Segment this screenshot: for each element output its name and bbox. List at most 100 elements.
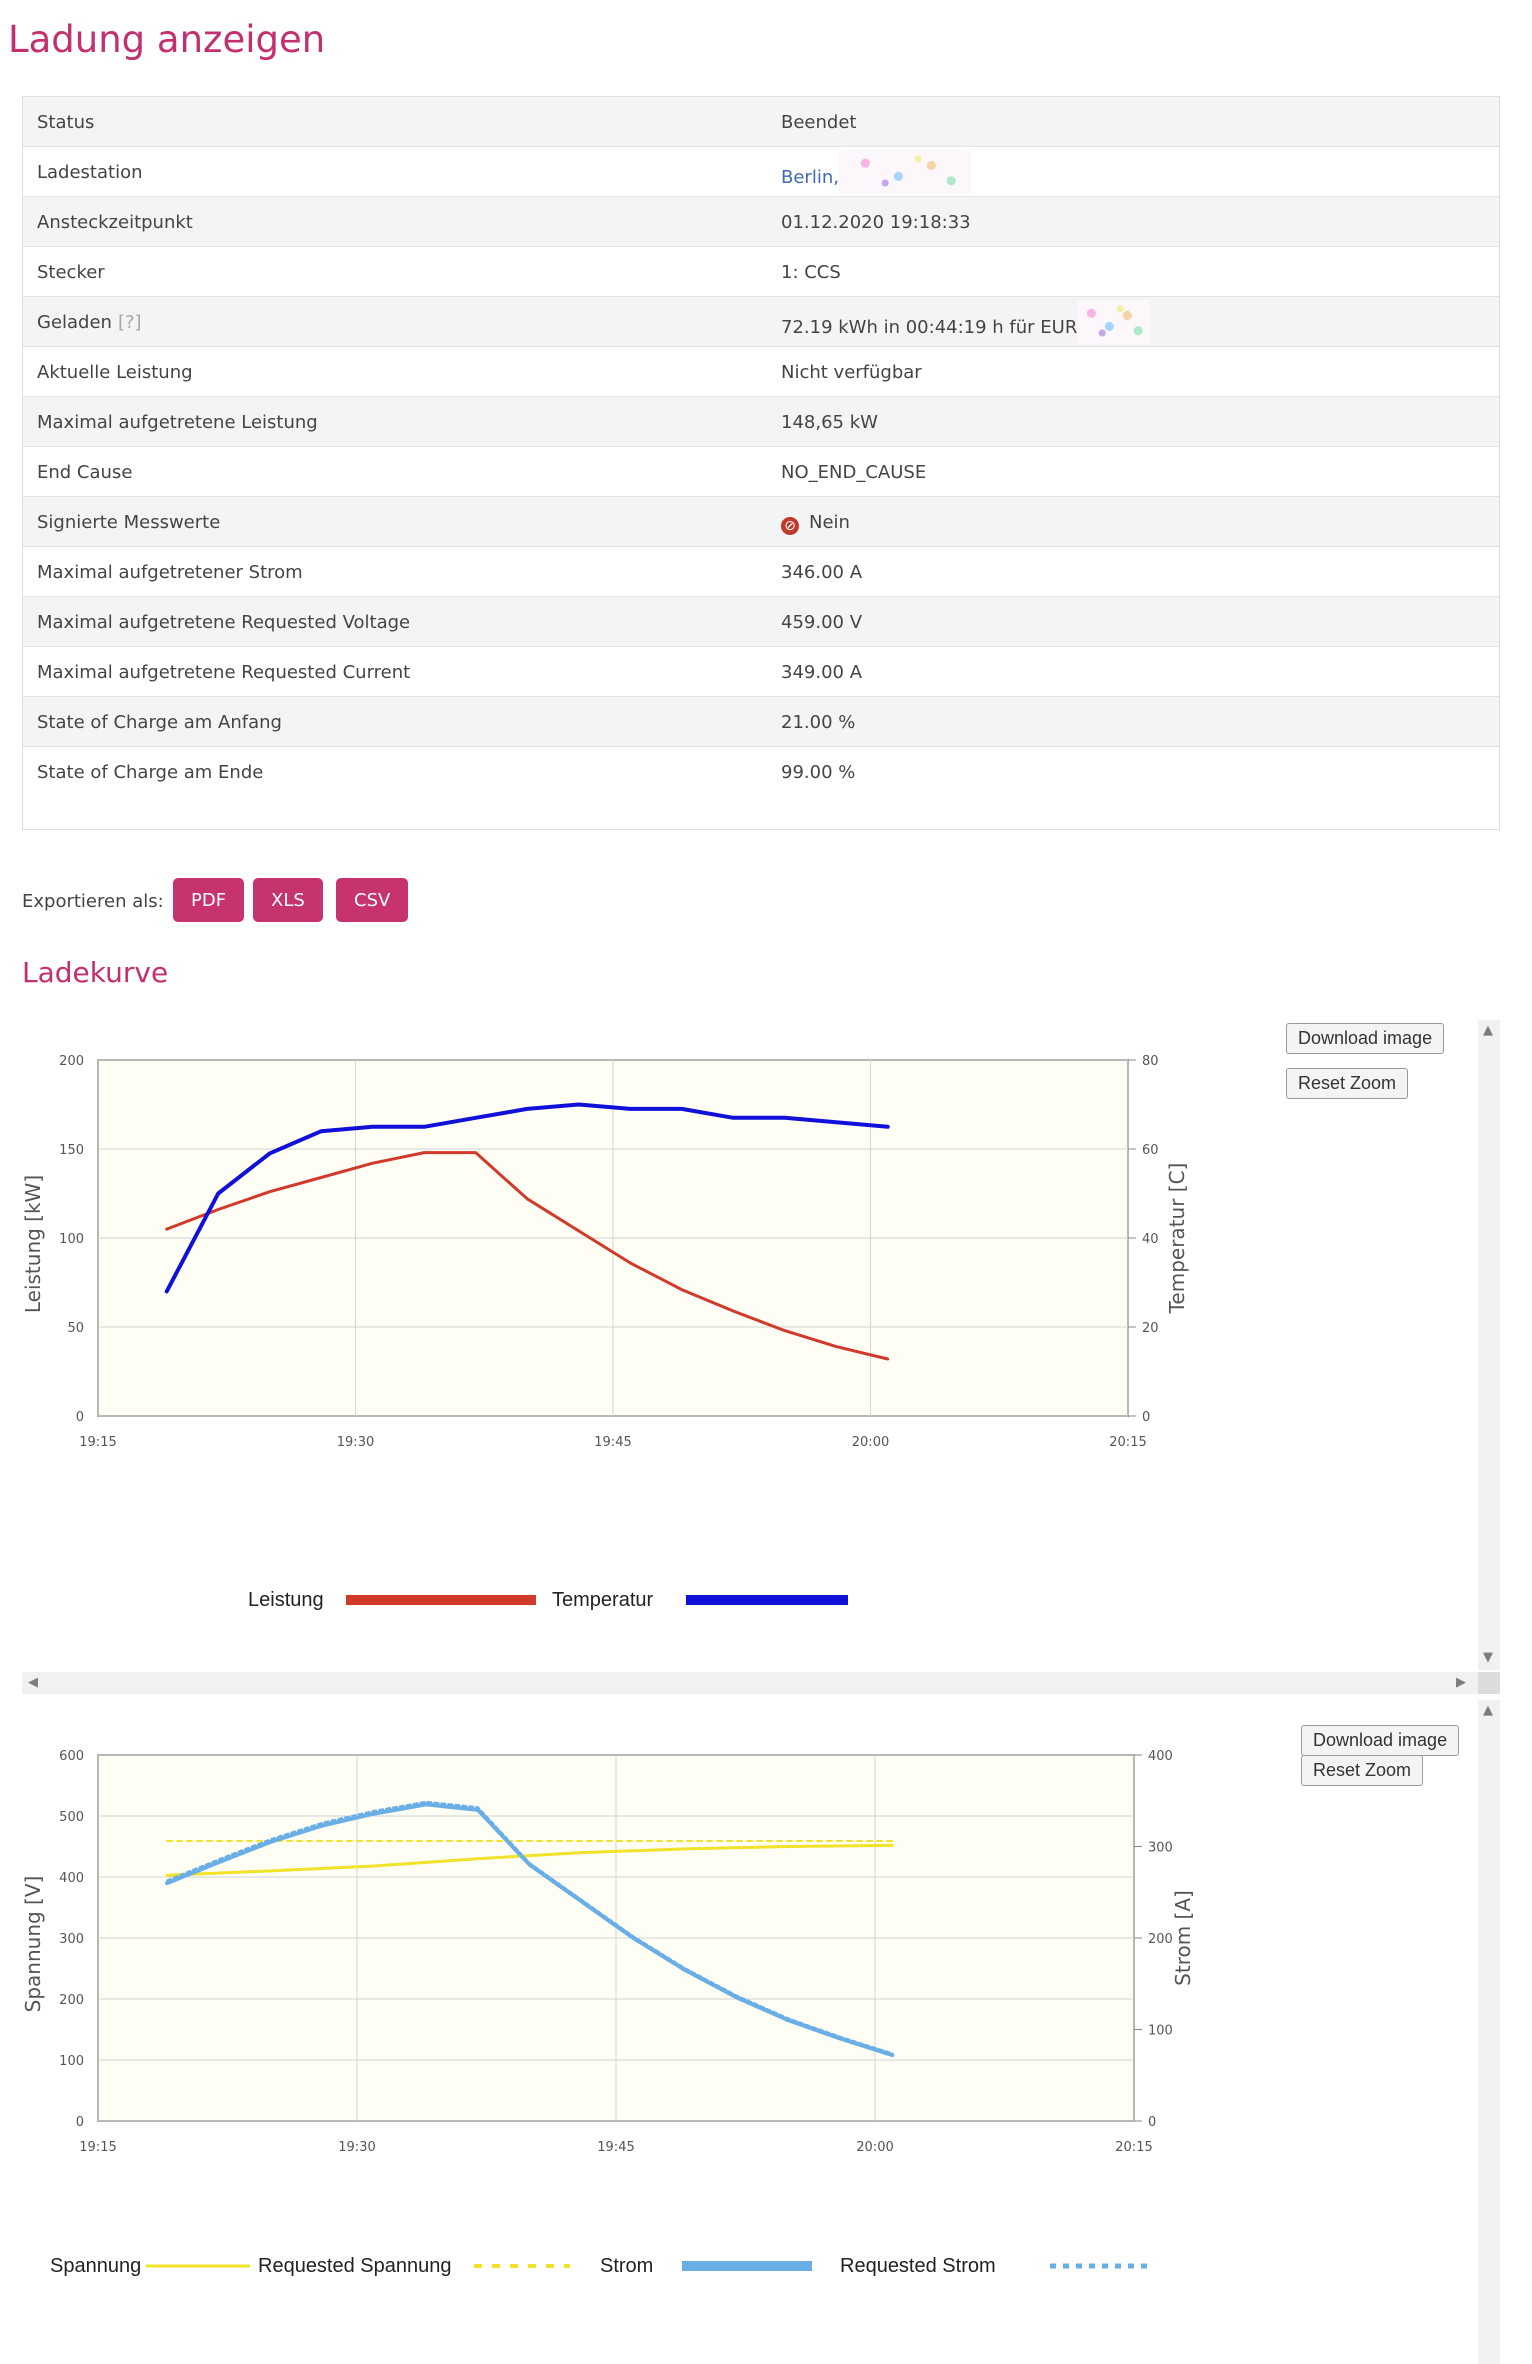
table-row: End Cause NO_END_CAUSE	[23, 447, 1499, 497]
scrollbar-corner	[1478, 1672, 1500, 1694]
vertical-scrollbar[interactable]: ▲ ▼	[1478, 1020, 1500, 1670]
legend-label: Requested Strom	[840, 2255, 996, 2277]
row-value: 346.00 A	[781, 562, 863, 583]
row-label: Maximal aufgetretene Leistung	[37, 412, 318, 433]
table-row: Maximal aufgetretener Strom 346.00 A	[23, 547, 1499, 597]
help-link[interactable]: [?]	[117, 312, 142, 333]
y-tick-label: 300	[59, 1932, 84, 1947]
row-label: Ansteckzeitpunkt	[37, 212, 193, 233]
x-tick-label: 19:30	[337, 1435, 374, 1450]
y-tick-label: 100	[59, 1232, 84, 1247]
series-line-spannung	[165, 1843, 894, 1877]
row-value: 1: CCS	[781, 262, 841, 283]
table-row: Status Beendet	[23, 97, 1499, 147]
y2-tick-label: 100	[1148, 2024, 1173, 2039]
legend-label: Requested Spannung	[258, 2255, 452, 2277]
row-label: Status	[37, 112, 95, 133]
y2-tick-label: 300	[1148, 1841, 1173, 1856]
x-tick-label: 20:15	[1109, 1435, 1146, 1450]
voltage-current-chart[interactable]: 19:15 19:30 19:45 20:00 20:15 0 100 200 300 400 50…	[22, 1700, 1482, 2364]
y-axis-label: Spannung [V]	[22, 1876, 45, 2013]
row-value: Beendet	[781, 112, 857, 133]
download-image-button[interactable]: Download image	[1286, 1023, 1445, 1054]
row-label: Aktuelle Leistung	[37, 362, 193, 383]
prohibited-icon: ⊘	[781, 517, 799, 535]
charged-value: 72.19 kWh in 00:44:19 h für EUR	[781, 300, 1150, 344]
scroll-right-arrow-icon[interactable]: ▶	[1456, 1675, 1466, 1690]
row-label: State of Charge am Ende	[37, 762, 264, 783]
table-row: Maximal aufgetretene Requested Current 3…	[23, 647, 1499, 697]
export-xls-button[interactable]: XLS	[253, 878, 323, 922]
horizontal-scrollbar[interactable]: ◀ ▶	[22, 1672, 1478, 1694]
y2-axis-label: Temperatur [C]	[1165, 1163, 1189, 1315]
table-row: Maximal aufgetretene Requested Voltage 4…	[23, 597, 1499, 647]
row-label: Geladen	[37, 312, 112, 333]
station-link[interactable]: Berlin,	[781, 167, 839, 188]
row-label-geladen: Geladen [?]	[37, 312, 142, 333]
row-value: 21.00 %	[781, 712, 856, 733]
charge-details-table: Status Beendet Ladestation Berlin, Anste…	[22, 96, 1500, 830]
scroll-down-arrow-icon[interactable]: ▼	[1483, 1650, 1493, 1665]
vertical-scrollbar[interactable]: ▲	[1478, 1700, 1500, 2364]
row-value: Nicht verfügbar	[781, 362, 922, 383]
page-title: Ladung anzeigen	[8, 18, 326, 61]
y-tick-label: 600	[59, 1749, 84, 1764]
y2-tick-label: 80	[1142, 1054, 1159, 1069]
x-tick-label: 19:45	[597, 2140, 634, 2155]
x-tick-label: 19:15	[79, 2140, 116, 2155]
row-value: 01.12.2020 19:18:33	[781, 212, 971, 233]
y2-axis-label: Strom [A]	[1171, 1890, 1195, 1986]
reset-zoom-button[interactable]: Reset Zoom	[1301, 1755, 1424, 1786]
y-axis-label: Leistung [kW]	[22, 1175, 45, 1313]
y-tick-label: 150	[59, 1143, 84, 1158]
x-tick-label: 20:15	[1115, 2140, 1152, 2155]
y-tick-label: 50	[67, 1321, 84, 1336]
row-label: Stecker	[37, 262, 105, 283]
y-tick-label: 200	[59, 1054, 84, 1069]
series-line-strom	[165, 1802, 895, 2058]
y2-tick-label: 0	[1148, 2115, 1156, 2130]
y-tick-label: 0	[76, 2115, 84, 2130]
row-value: NO_END_CAUSE	[781, 462, 927, 483]
row-label: End Cause	[37, 462, 133, 483]
scroll-up-arrow-icon[interactable]: ▲	[1483, 1703, 1493, 1718]
legend-label: Spannung	[50, 2255, 141, 2277]
table-row: Signierte Messwerte ⊘ Nein	[23, 497, 1499, 547]
table-row: Ansteckzeitpunkt 01.12.2020 19:18:33	[23, 197, 1499, 247]
redacted-image	[1077, 300, 1150, 344]
series-line-temperatur	[164, 1102, 890, 1294]
row-value: 99.00 %	[781, 762, 856, 783]
y-tick-label: 400	[59, 1871, 84, 1886]
export-csv-button[interactable]: CSV	[336, 878, 409, 922]
scroll-up-arrow-icon[interactable]: ▲	[1483, 1023, 1493, 1038]
table-row: Aktuelle Leistung Nicht verfügbar	[23, 347, 1499, 397]
row-value: 349.00 A	[781, 662, 863, 683]
row-value: 459.00 V	[781, 612, 863, 633]
x-tick-label: 19:45	[594, 1435, 631, 1450]
station-value: Berlin,	[781, 150, 971, 194]
y-tick-label: 0	[76, 1410, 84, 1425]
section-title: Ladekurve	[22, 956, 169, 989]
row-value: 148,65 kW	[781, 412, 878, 433]
download-image-button[interactable]: Download image	[1301, 1725, 1460, 1756]
y2-tick-label: 60	[1142, 1143, 1159, 1158]
row-value: 72.19 kWh in 00:44:19 h für EUR	[781, 317, 1078, 338]
table-row: Geladen [?] 72.19 kWh in 00:44:19 h für E…	[23, 297, 1499, 347]
table-row: State of Charge am Ende 99.00 %	[23, 747, 1499, 829]
y2-tick-label: 20	[1142, 1321, 1159, 1336]
power-temperature-chart[interactable]: 19:15 19:30 19:45 20:00 20:15 0 50 100 150 200 0 20…	[22, 1020, 1472, 1680]
x-tick-label: 19:30	[338, 2140, 375, 2155]
y-tick-label: 100	[59, 2054, 84, 2069]
y2-tick-label: 0	[1142, 1410, 1150, 1425]
legend-label: Temperatur	[552, 1589, 653, 1611]
y2-tick-label: 40	[1142, 1232, 1159, 1247]
series-line-requested-strom	[166, 1800, 894, 2055]
y-tick-label: 500	[59, 1810, 84, 1825]
row-label: State of Charge am Anfang	[37, 712, 282, 733]
reset-zoom-button[interactable]: Reset Zoom	[1286, 1068, 1409, 1099]
row-label: Signierte Messwerte	[37, 512, 221, 533]
scroll-left-arrow-icon[interactable]: ◀	[28, 1675, 38, 1690]
chart-panel-power: 19:15 19:30 19:45 20:00 20:15 0 50 100 150 200 0 20…	[22, 1020, 1502, 1700]
row-label: Maximal aufgetretene Requested Current	[37, 662, 411, 683]
export-pdf-button[interactable]: PDF	[173, 878, 245, 922]
